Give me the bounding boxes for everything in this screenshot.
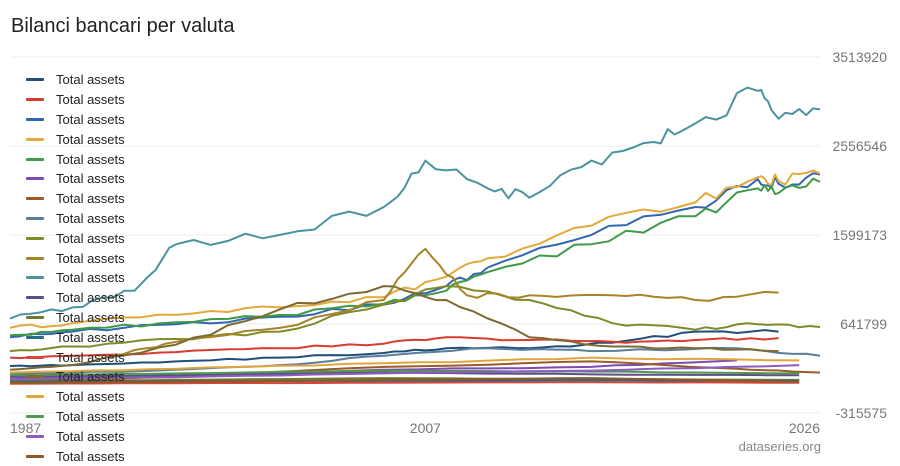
series-line: [113, 247, 779, 357]
legend-label: Total assets: [56, 270, 125, 286]
legend-item[interactable]: Total assets: [26, 169, 206, 189]
series-line: [9, 177, 821, 337]
legend-item[interactable]: Total assets: [26, 149, 206, 169]
legend-label: Total assets: [56, 448, 125, 464]
legend-item[interactable]: Total assets: [26, 248, 206, 268]
legend-swatch: [26, 276, 44, 280]
legend-item[interactable]: Total assets: [26, 308, 206, 328]
legend-item[interactable]: Total assets: [26, 209, 206, 229]
series-lines: [9, 86, 821, 385]
legend-item[interactable]: Total assets: [26, 268, 206, 288]
legend-item[interactable]: Total assets: [26, 446, 206, 466]
legend-label: Total assets: [56, 428, 125, 444]
y-tick-label: 1599173: [832, 227, 887, 243]
legend-item[interactable]: Total assets: [26, 288, 206, 308]
legend-swatch: [26, 78, 44, 82]
legend-label: Total assets: [56, 72, 125, 88]
y-axis: 3513920 2556546 1599173 641799 -315575: [832, 49, 887, 421]
legend-item[interactable]: Total assets: [26, 90, 206, 110]
legend-swatch: [26, 98, 44, 102]
legend-label: Total assets: [56, 210, 125, 226]
legend-swatch: [26, 296, 44, 300]
legend-swatch: [26, 434, 44, 438]
legend-label: Total assets: [56, 408, 125, 424]
legend-item[interactable]: Total assets: [26, 367, 206, 387]
legend-item[interactable]: Total assets: [26, 407, 206, 427]
legend-label: Total assets: [56, 131, 125, 147]
legend-item[interactable]: Total assets: [26, 70, 206, 90]
chart-title: Bilanci bancari per valuta: [11, 15, 235, 37]
series-line: [9, 169, 821, 329]
legend-item[interactable]: Total assets: [26, 189, 206, 209]
y-tick-label: -315575: [836, 405, 888, 421]
legend-swatch: [26, 315, 44, 319]
legend-swatch: [26, 197, 44, 201]
legend-label: Total assets: [56, 151, 125, 167]
series-line: [9, 86, 821, 320]
legend-label: Total assets: [56, 290, 125, 306]
legend-label: Total assets: [56, 230, 125, 246]
series-line: [9, 381, 800, 385]
legend-swatch: [26, 395, 44, 399]
legend-item[interactable]: Total assets: [26, 387, 206, 407]
y-tick-label: 3513920: [832, 49, 887, 65]
legend-label: Total assets: [56, 111, 125, 127]
legend-label: Total assets: [56, 309, 125, 325]
grid-lines: [10, 56, 820, 414]
series-line: [9, 356, 800, 374]
legend-swatch: [26, 117, 44, 121]
legend-swatch: [26, 137, 44, 141]
series-line: [10, 369, 800, 377]
x-tick-label: 1987: [10, 420, 41, 436]
series-line: [9, 364, 800, 380]
legend-item[interactable]: Total assets: [26, 110, 206, 130]
x-axis: 1987 2007 2026: [10, 420, 820, 436]
legend: Total assets Total assets Total assets Tota…: [26, 70, 206, 466]
legend-item[interactable]: Total assets: [26, 129, 206, 149]
legend-swatch: [26, 236, 44, 240]
y-tick-label: 2556546: [832, 138, 887, 154]
series-line: [9, 285, 821, 353]
legend-label: Total assets: [56, 369, 125, 385]
legend-item[interactable]: Total assets: [26, 327, 206, 347]
legend-swatch: [26, 157, 44, 161]
legend-label: Total assets: [56, 250, 125, 266]
legend-item[interactable]: Total assets: [26, 426, 206, 446]
legend-swatch: [26, 335, 44, 339]
legend-item[interactable]: Total assets: [26, 347, 206, 367]
legend-item[interactable]: Total assets: [26, 228, 206, 248]
legend-label: Total assets: [56, 191, 125, 207]
legend-swatch: [26, 177, 44, 181]
series-line: [10, 377, 800, 384]
legend-swatch: [26, 375, 44, 379]
x-tick-label: 2007: [410, 420, 441, 436]
legend-swatch: [26, 454, 44, 458]
legend-label: Total assets: [56, 349, 125, 365]
source-credit: dataseries.org: [738, 439, 821, 454]
series-line: [9, 329, 779, 368]
legend-swatch: [26, 216, 44, 220]
legend-label: Total assets: [56, 171, 125, 187]
x-tick-label: 2026: [789, 420, 820, 436]
legend-swatch: [26, 414, 44, 418]
series-line: [9, 285, 779, 371]
legend-label: Total assets: [56, 92, 125, 108]
y-tick-label: 641799: [840, 316, 887, 332]
legend-label: Total assets: [56, 329, 125, 345]
legend-label: Total assets: [56, 389, 125, 405]
legend-swatch: [26, 355, 44, 359]
legend-swatch: [26, 256, 44, 260]
